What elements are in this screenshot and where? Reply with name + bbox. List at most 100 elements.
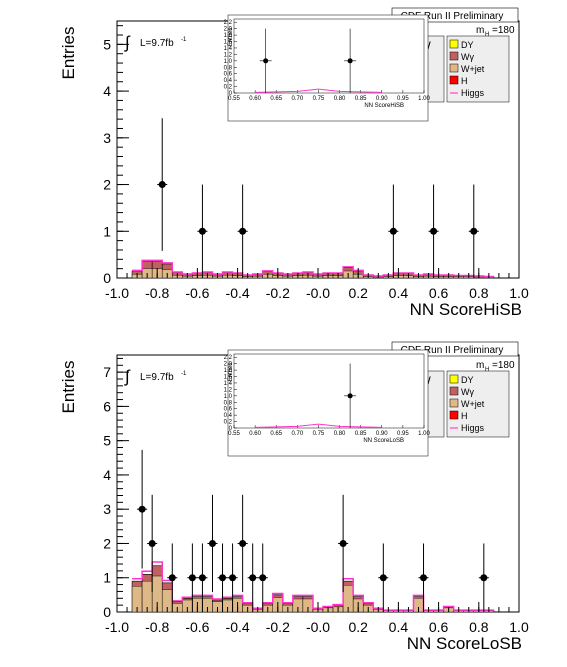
legend-swatch [449,386,459,396]
inset-y-tick-label: 2.0 [224,362,233,368]
data-point [198,227,206,235]
inset-y-axis-title: Entries [228,363,234,382]
lumi-label: L=9.7fb [140,372,174,383]
x-tick-label: 1.0 [509,285,529,301]
x-tick-label: -0.0 [306,285,330,301]
higgs-line [132,259,494,278]
inset-x-tick-label: 0.65 [270,431,282,437]
x-tick-label: 0.4 [389,619,409,635]
data-point [138,505,146,513]
x-tick-label: -0.6 [185,619,209,635]
legend-swatch [449,63,459,73]
inset-background [227,349,429,457]
mass-label: m [476,25,484,36]
y-tick-label: 4 [103,83,111,99]
data-point [229,574,237,582]
data-point [208,539,216,547]
y-tick-label: 5 [103,36,111,52]
inset-y-tick-label: 1.6 [224,375,233,381]
inset-y-axis-title: Entries [228,28,234,47]
legend-label: Higgs [461,423,485,433]
legend-swatch [449,398,459,408]
inset-x-tick-label: 0.80 [334,96,346,102]
x-tick-label: -1.0 [105,619,129,635]
data-point [470,227,478,235]
inset-y-tick-label: 2.2 [224,355,233,361]
x-tick-label: -0.8 [145,619,169,635]
inset-data-point [263,58,269,64]
lumi-superscript: -1 [181,371,187,377]
x-axis-title: NN ScoreLoSB [407,634,522,653]
inset-higgs-line [255,88,382,93]
legend-right: DY Wγ W+jet H Higgs [446,35,510,103]
inset-y-tick-label: 0.4 [224,413,233,419]
data-point [249,574,257,582]
x-tick-label: -0.6 [185,285,209,301]
inset-y-tick-label: 1.2 [224,387,233,393]
inset-x-tick-label: 0.65 [270,96,282,102]
lumi-superscript: -1 [181,37,187,43]
x-tick-label: -0.2 [266,619,290,635]
y-tick-label: 6 [103,398,111,414]
y-tick-label: 7 [103,364,111,380]
x-tick-label: 1.0 [509,619,529,635]
inset-frame [233,353,425,429]
data-point [148,539,156,547]
inset-higgs-line [255,423,382,428]
data-point [420,574,428,582]
data-point [219,574,227,582]
legend-label: Wγ [461,52,474,62]
legend-swatch [449,39,459,49]
legend-label: H [461,411,468,421]
legend-swatch [449,410,459,420]
y-tick-label: 0 [103,270,111,286]
inset-y-tick-label: 0.6 [224,407,233,413]
x-tick-label: -0.8 [145,285,169,301]
inset-x-tick-label: 0.75 [313,431,325,437]
inset-x-tick-label: 0.70 [291,431,303,437]
legend-label: Wγ [461,387,474,397]
data-point [168,574,176,582]
data-point [379,574,387,582]
y-tick-label: 1 [103,570,111,586]
legend-label: W+jet [461,64,485,74]
inset-y-tick-label: 1.2 [224,52,233,58]
mass-label: m [476,360,484,371]
inset-x-tick-label: 0.95 [397,431,409,437]
mass-subscript: H [485,367,489,373]
chart-title: CDF Run II Preliminary [401,345,504,356]
higgs-line [132,561,494,611]
inset-x-tick-label: 0.85 [355,96,367,102]
y-axis-title: Entries [59,361,78,414]
inset-y-tick-label: 1.4 [224,381,233,387]
inset-y-tick-label: 0.8 [224,400,233,406]
data-point [158,181,166,189]
inset-x-axis-title: NN ScoreLoSB [363,438,404,444]
integral-symbol: ∫ [124,33,131,52]
inset-x-tick-label: 0.70 [291,96,303,102]
inset-y-tick-label: 0.4 [224,78,233,84]
inset-chart: 0.55 0.60 0.65 0.70 0.75 0.80 0.85 0.90 0.95 1.00… [224,14,430,122]
chart-title: CDF Run II Preliminary [401,11,504,22]
x-tick-label: 0.8 [469,619,489,635]
legend-swatch [449,51,459,61]
inset-frame [233,18,425,94]
x-tick-label: -0.4 [226,285,250,301]
legend-swatch [449,374,459,384]
y-tick-label: 2 [103,177,111,193]
legend-label: W+jet [461,399,485,409]
inset-x-tick-label: 0.55 [228,431,240,437]
inset-y-tick-label: 0.8 [224,65,233,71]
data-point [188,574,196,582]
x-tick-label: -1.0 [105,285,129,301]
legend-label: H [461,76,468,86]
inset-x-tick-label: 0.80 [334,431,346,437]
inset-data-point [347,58,353,64]
mass-value: =180 [492,360,515,371]
inset-x-tick-label: 0.60 [249,431,261,437]
data-point [389,227,397,235]
inset-data-point [347,393,353,399]
data-point [480,574,488,582]
inset-y-tick-label: 0 [229,91,233,97]
